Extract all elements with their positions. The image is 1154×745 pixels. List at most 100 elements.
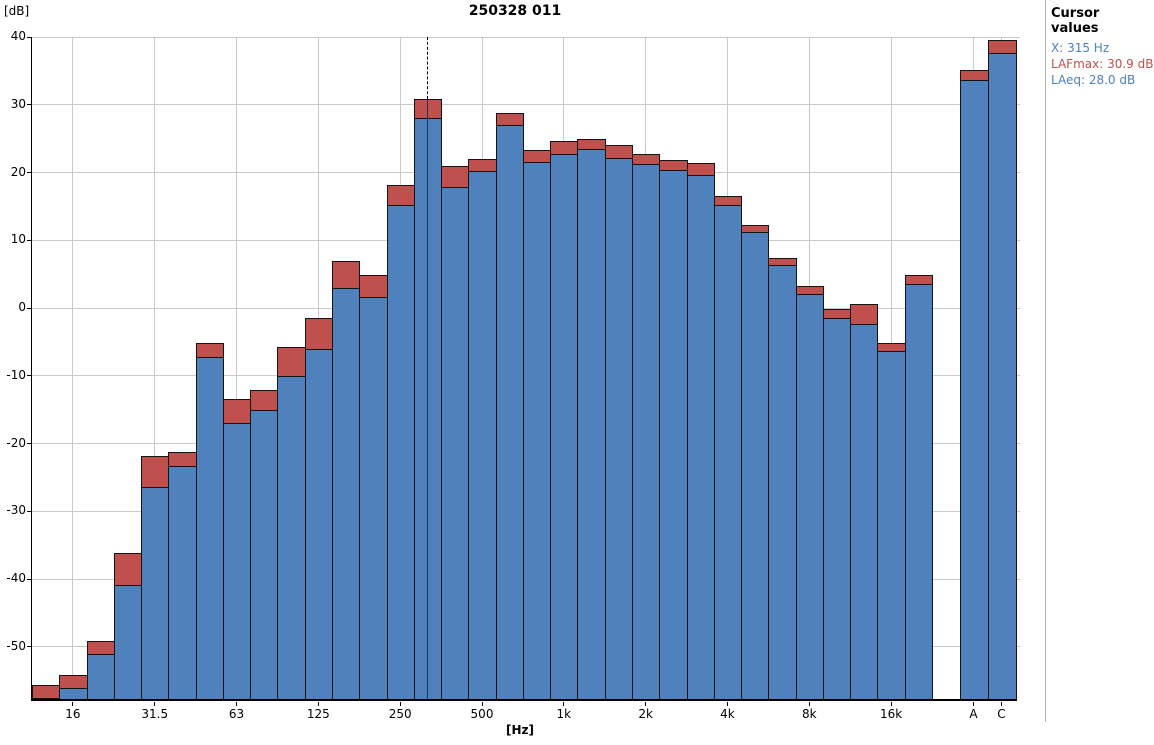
band-bar-1.6k[interactable] — [604, 144, 633, 701]
chart-title: 250328 011 — [468, 3, 562, 19]
y-axis-tick-label: 0 — [18, 300, 26, 315]
cursor-line[interactable] — [426, 37, 428, 99]
y-axis-tick-label: -50 — [6, 638, 26, 653]
band-bar-25[interactable] — [113, 553, 143, 701]
band-bar-400[interactable] — [441, 165, 470, 701]
band-bar-1k[interactable] — [550, 141, 579, 701]
lafmax-cap-50 — [196, 343, 223, 359]
x-axis-tick-label: 63 — [228, 707, 245, 721]
x-axis-tick-label: 250 — [388, 707, 412, 721]
x-axis-tick — [399, 702, 401, 706]
cursor-values-panel: Cursor values X: 315 Hz LAFmax: 30.9 dB … — [1051, 6, 1154, 88]
lafmax-cap-A — [960, 70, 988, 81]
band-bar-2.5k[interactable] — [659, 159, 688, 701]
band-bar-800[interactable] — [522, 150, 552, 701]
cursor-panel-heading: Cursor values — [1051, 6, 1100, 36]
band-bar-500[interactable] — [468, 158, 497, 701]
band-bar-16k[interactable] — [877, 343, 906, 701]
x-axis-tick — [236, 702, 238, 706]
lafmax-cap-40 — [169, 453, 196, 467]
band-bar-40[interactable] — [168, 452, 197, 701]
x-axis-tick-label: C — [997, 707, 1006, 721]
x-axis-tick — [563, 702, 565, 706]
y-axis-tick — [27, 578, 32, 580]
band-bar-2k[interactable] — [632, 154, 661, 701]
x-axis-unit-label: [Hz] — [506, 723, 534, 737]
lafmax-cap-800 — [523, 151, 551, 163]
y-gridline — [32, 104, 1020, 106]
cursor-laeq-value: LAeq: 28.0 dB — [1051, 73, 1136, 87]
band-bar-31.5[interactable] — [141, 455, 170, 701]
lafmax-cap-400 — [442, 166, 469, 189]
band-bar-5k[interactable] — [741, 224, 770, 701]
lafmax-cap-1k — [551, 142, 578, 155]
y-axis-tick-label: 40 — [10, 29, 26, 43]
lafmax-cap-2k — [633, 155, 660, 166]
band-bar-6.3k[interactable] — [768, 257, 797, 701]
lafmax-cap-12.5 — [33, 686, 60, 699]
lafmax-cap-630 — [496, 113, 523, 127]
y-axis-tick-label: 30 — [10, 96, 26, 111]
x-gridline — [72, 37, 74, 701]
band-bar-4k[interactable] — [713, 196, 743, 701]
band-bar-50[interactable] — [195, 342, 224, 701]
band-bar-20[interactable] — [86, 640, 115, 701]
cursor-x-value: X: 315 Hz — [1051, 41, 1110, 55]
band-bar-3.15k[interactable] — [686, 163, 715, 701]
x-axis-tick — [72, 702, 74, 706]
lafmax-cap-80 — [251, 391, 278, 412]
x-axis-tick-label: 2k — [638, 707, 653, 721]
lafmax-cap-500 — [469, 159, 496, 173]
lafmax-cap-1.6k — [605, 145, 632, 159]
band-bar-630[interactable] — [495, 112, 524, 701]
x-axis-tick — [973, 702, 974, 706]
band-bar-12.5k[interactable] — [850, 303, 879, 701]
x-axis-tick-label: 4k — [720, 707, 735, 721]
lafmax-cap-63 — [223, 400, 251, 425]
y-axis-tick — [27, 646, 32, 648]
band-bar-16[interactable] — [59, 674, 88, 701]
band-bar-200[interactable] — [359, 275, 388, 701]
band-bar-125[interactable] — [304, 318, 333, 701]
y-axis-unit-label: [dB] — [4, 4, 30, 18]
band-bar-63[interactable] — [222, 399, 252, 701]
y-axis-tick — [27, 239, 32, 241]
y-axis-tick-label: 10 — [10, 232, 26, 247]
y-axis-tick — [27, 443, 32, 445]
band-bar-100[interactable] — [277, 346, 306, 701]
band-bar-10k[interactable] — [822, 309, 852, 701]
x-gridline — [236, 37, 238, 701]
y-axis-tick — [27, 36, 32, 38]
band-bar-A[interactable] — [959, 69, 989, 701]
y-axis-line — [31, 37, 32, 701]
x-axis-tick — [890, 702, 892, 706]
lafmax-cap-25 — [114, 554, 142, 587]
lafmax-cap-160 — [333, 262, 360, 289]
cursor-lafmax-value: LAFmax: 30.9 dB — [1051, 57, 1154, 71]
x-axis-tick-label: A — [969, 707, 978, 721]
band-bar-1.25k[interactable] — [577, 138, 606, 701]
band-bar-250[interactable] — [386, 184, 415, 701]
lafmax-cap-20 — [87, 641, 114, 655]
band-bar-C[interactable] — [987, 39, 1017, 701]
lafmax-cap-250 — [387, 185, 414, 207]
band-bar-8k[interactable] — [795, 286, 824, 701]
plot-area[interactable]: 40 30 20 10 0 -10 -20 -30 -40 -50 16 31.5 63 125 250 50… — [6, 29, 1020, 721]
lafmax-cap-31.5 — [142, 456, 169, 488]
x-axis-tick — [154, 702, 156, 706]
band-bar-160[interactable] — [332, 261, 361, 701]
lafmax-cap-4k — [714, 197, 742, 207]
band-bar-80[interactable] — [250, 390, 279, 701]
lafmax-cap-125 — [305, 319, 332, 350]
y-axis-tick — [27, 307, 32, 309]
lafmax-cap-100 — [278, 347, 305, 378]
lafmax-cap-5k — [742, 225, 769, 234]
spectrum-chart: 250328 011 [dB] 40 30 20 10 0 -10 -20 -30 -40 -50… — [4, 3, 1020, 737]
x-axis-tick-label: 16 — [65, 707, 81, 721]
x-axis-tick — [481, 702, 483, 706]
y-axis-tick-label: -10 — [6, 367, 26, 382]
x-axis-tick-label: 8k — [801, 707, 817, 721]
band-bar-20k[interactable] — [904, 275, 933, 701]
x-axis-tick — [645, 702, 647, 706]
x-axis-tick — [808, 702, 810, 706]
